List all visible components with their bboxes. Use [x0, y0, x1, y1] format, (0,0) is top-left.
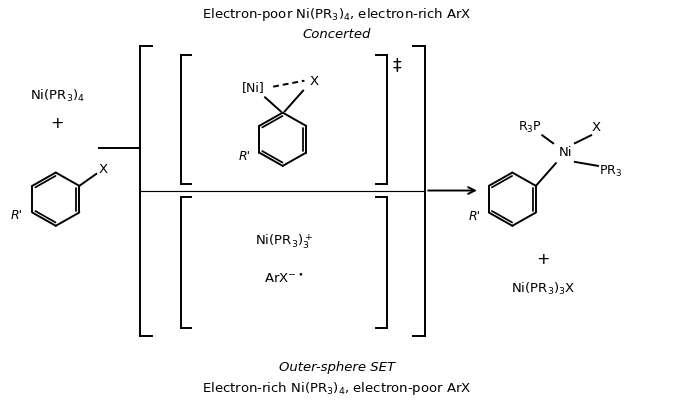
Text: Outer-sphere SET: Outer-sphere SET: [279, 361, 395, 374]
Text: X: X: [310, 75, 319, 88]
Text: R': R': [11, 209, 23, 222]
Text: X: X: [592, 121, 601, 134]
Text: Concerted: Concerted: [303, 28, 371, 41]
Text: Electron-poor Ni(PR$_3$)$_4$, electron-rich ArX: Electron-poor Ni(PR$_3$)$_4$, electron-r…: [202, 6, 472, 23]
Text: Ni(PR$_3$)$_4$: Ni(PR$_3$)$_4$: [29, 88, 85, 104]
Text: Electron-rich Ni(PR$_3$)$_4$, electron-poor ArX: Electron-rich Ni(PR$_3$)$_4$, electron-p…: [202, 380, 472, 397]
Text: ‡: ‡: [392, 56, 401, 74]
Text: Ni(PR$_3$)$_3^+$: Ni(PR$_3$)$_3^+$: [255, 232, 313, 251]
Text: +: +: [51, 117, 64, 132]
Text: R$_3$P: R$_3$P: [518, 120, 542, 135]
Text: Ni(PR$_3$)$_3$X: Ni(PR$_3$)$_3$X: [511, 281, 575, 297]
Text: X: X: [99, 163, 108, 176]
Text: [Ni]: [Ni]: [241, 81, 264, 94]
Text: ArX$^{-\bullet}$: ArX$^{-\bullet}$: [264, 273, 303, 286]
Text: R': R': [469, 210, 481, 223]
Text: Ni: Ni: [558, 146, 572, 159]
Text: +: +: [536, 252, 549, 266]
Text: R': R': [239, 150, 251, 163]
Text: PR$_3$: PR$_3$: [599, 164, 623, 179]
